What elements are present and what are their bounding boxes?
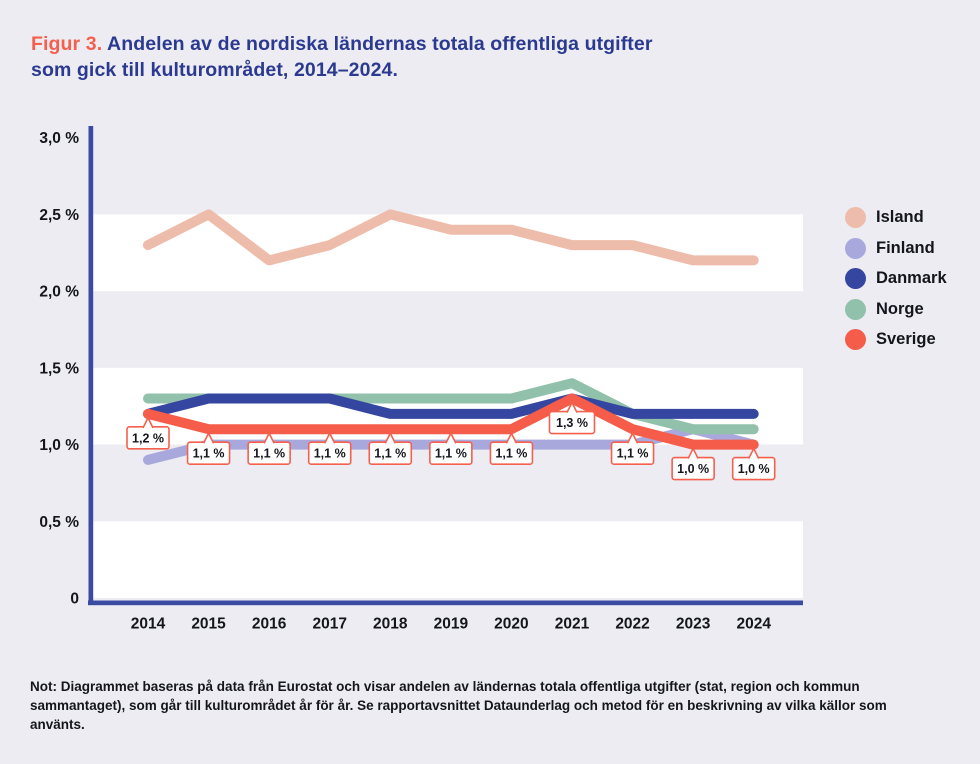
data-label-2021: 1,3 %: [548, 401, 596, 435]
data-label-2014: 1,2 %: [126, 417, 170, 450]
data-label-value: 1,3 %: [556, 416, 588, 430]
data-label-value: 1,2 %: [132, 431, 164, 445]
series-line-island: [143, 209, 759, 266]
x-axis-tick-label: 2015: [191, 616, 226, 633]
data-label-2019: 1,1 %: [429, 432, 473, 466]
legend-item-finland: Finland: [845, 237, 947, 259]
data-label-pointer: [143, 417, 153, 428]
legend-label-sverige: Sverige: [876, 330, 936, 348]
data-label-2016: 1,1 %: [247, 432, 291, 466]
y-axis-line: [88, 126, 94, 604]
x-axis-tick-label: 2022: [615, 616, 649, 633]
x-axis-tick-label: 2018: [373, 616, 408, 633]
legend-swatch-island-icon: [845, 207, 866, 228]
legend: Island Finland Danmark Norge Sverige: [845, 207, 947, 350]
legend-swatch-norge-icon: [845, 298, 866, 320]
data-label-2015: 1,1 %: [186, 432, 231, 466]
data-label-value: 1,1 %: [495, 447, 527, 461]
x-axis-tick-label: 2021: [555, 616, 590, 633]
legend-label-norge: Norge: [876, 299, 924, 318]
y-axis-tick-label: 0: [70, 591, 79, 608]
data-label-pointer-outline: [323, 432, 336, 444]
data-label-pointer-outline: [202, 432, 215, 444]
x-axis-tick-label: 2024: [736, 616, 771, 633]
data-label-pointer: [506, 433, 517, 444]
data-label-value: 1,0 %: [738, 462, 770, 476]
data-label-pointer: [688, 448, 699, 459]
legend-label-finland: Finland: [876, 238, 935, 257]
figure-title: Figur 3. Andelen av de nordiska länderna…: [31, 31, 653, 83]
data-label-pointer-outline: [566, 401, 578, 413]
y-axis-tick-label: 2,5 %: [39, 207, 79, 224]
legend-label-danmark: Danmark: [876, 269, 947, 287]
series-line-danmark: [143, 393, 759, 419]
legend-item-danmark: Danmark: [845, 268, 947, 289]
legend-item-norge: Norge: [845, 298, 947, 320]
y-axis-tick-label: 2,0 %: [39, 284, 79, 301]
y-axis-tick-label: 1,0 %: [39, 437, 79, 454]
data-label-value: 1,1 %: [193, 447, 225, 461]
data-label-pointer-outline: [505, 432, 518, 444]
x-axis-tick-label: 2014: [131, 616, 166, 633]
data-label-pointer-outline: [626, 432, 639, 444]
x-axis-line: [88, 600, 803, 606]
legend-swatch-finland-icon: [845, 237, 866, 259]
data-label-pointer-outline: [263, 432, 275, 444]
data-label-2024: 1,0 %: [731, 447, 776, 481]
data-label-pointer: [445, 433, 456, 444]
data-label-pointer: [203, 433, 214, 444]
x-axis-tick-label: 2016: [252, 616, 287, 633]
x-axis-tick-label: 2023: [676, 616, 711, 633]
series-line-sverige: [143, 393, 759, 450]
data-label-value: 1,1 %: [374, 447, 406, 461]
data-label-value: 1,1 %: [617, 447, 649, 461]
data-label-value: 1,1 %: [435, 447, 467, 461]
y-axis-tick-label: 0,5 %: [39, 514, 79, 531]
legend-item-island: Island: [845, 207, 947, 228]
legend-item-sverige: Sverige: [845, 329, 947, 350]
x-axis-tick-label: 2020: [494, 616, 528, 633]
figure-title-text: Andelen av de nordiska ländernas totala …: [107, 33, 653, 55]
data-label-pointer: [264, 433, 275, 444]
data-label-pointer: [748, 448, 759, 459]
grid-band-2: [92, 521, 803, 598]
data-label-pointer-outline: [445, 432, 457, 444]
x-axis-tick-label: 2017: [312, 616, 346, 633]
data-label-pointer: [566, 402, 577, 413]
data-label-value: 1,1 %: [314, 447, 346, 461]
legend-swatch-sverige-icon: [845, 329, 866, 350]
data-label-2023: 1,0 %: [671, 447, 715, 481]
data-label-value: 1,0 %: [677, 462, 709, 476]
data-label-pointer-outline: [142, 417, 154, 429]
figure-title-line1: Figur 3. Andelen av de nordiska länderna…: [31, 31, 653, 57]
legend-label-island: Island: [876, 208, 924, 226]
data-label-2022: 1,1 %: [610, 432, 655, 466]
data-label-pointer: [627, 433, 638, 444]
figure-number: Figur 3.: [31, 33, 103, 55]
data-label-pointer-outline: [384, 432, 396, 444]
figure-title-line2: som gick till kulturområdet, 2014–2024.: [31, 59, 398, 81]
data-label-pointer: [385, 433, 396, 444]
y-axis-tick-label: 1,5 %: [39, 360, 79, 377]
data-label-pointer: [324, 433, 335, 444]
note-text: Not: Diagrammet baseras på data från Eur…: [30, 679, 887, 732]
x-axis-tick-label: 2019: [434, 616, 469, 633]
data-label-2018: 1,1 %: [368, 432, 413, 466]
y-axis-tick-label: 3,0 %: [39, 130, 79, 147]
data-label-pointer-outline: [747, 447, 760, 459]
data-label-2020: 1,1 %: [489, 432, 534, 466]
data-label-value: 1,1 %: [253, 447, 285, 461]
data-label-pointer-outline: [687, 447, 699, 459]
data-label-2017: 1,1 %: [307, 432, 352, 466]
legend-swatch-danmark-icon: [845, 268, 866, 289]
